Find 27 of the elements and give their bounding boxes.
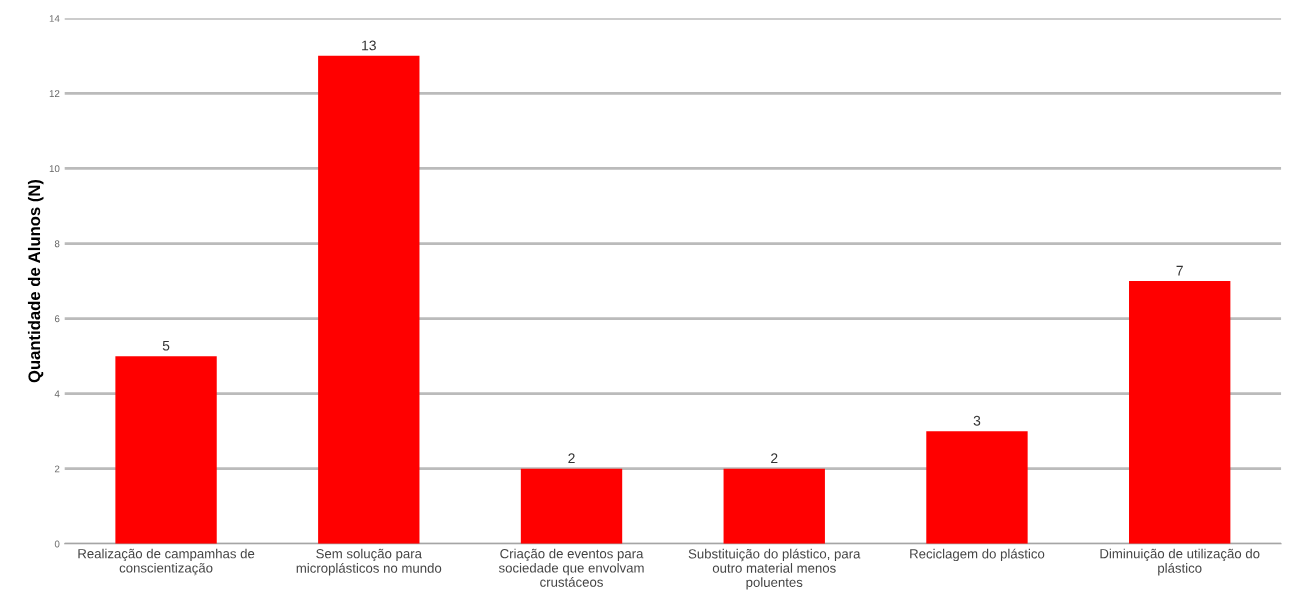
data-label: 2 <box>771 453 778 464</box>
bar <box>723 468 825 544</box>
y-axis-title: Quantidade de Alunos (N) <box>27 179 44 383</box>
data-label: 5 <box>162 340 170 351</box>
y-tick-label: 4 <box>54 390 60 398</box>
bar <box>115 356 217 544</box>
data-label: 13 <box>362 40 376 51</box>
x-tick-label: Sem solução para microplásticos no mundo <box>296 548 442 576</box>
y-tick-label: 8 <box>54 240 60 248</box>
y-tick-label: 12 <box>49 90 60 97</box>
y-tick-label: 10 <box>49 165 60 173</box>
y-tick-label: 14 <box>49 15 60 22</box>
bar <box>1129 281 1231 544</box>
x-tick-label: Reciclagem do plástico <box>910 548 1045 562</box>
data-label: 7 <box>1176 265 1183 276</box>
bar <box>318 55 420 544</box>
x-tick-label: Realização de campamhas de conscientização <box>78 548 255 576</box>
y-tick-label: 0 <box>54 540 60 548</box>
data-label: 2 <box>568 453 575 464</box>
y-tick-label: 6 <box>54 315 60 323</box>
y-tick-label: 2 <box>54 465 60 473</box>
x-tick-label: Criação de eventos para sociedade que envolvam crustáceos <box>498 548 644 587</box>
x-tick-label: Diminuição de utilização do plástico <box>1100 548 1260 576</box>
bar <box>520 468 623 544</box>
bar <box>926 431 1028 544</box>
x-tick-label: Substituição do plástico, para outro material menos poluentes <box>688 548 861 590</box>
data-label: 3 <box>973 415 981 426</box>
